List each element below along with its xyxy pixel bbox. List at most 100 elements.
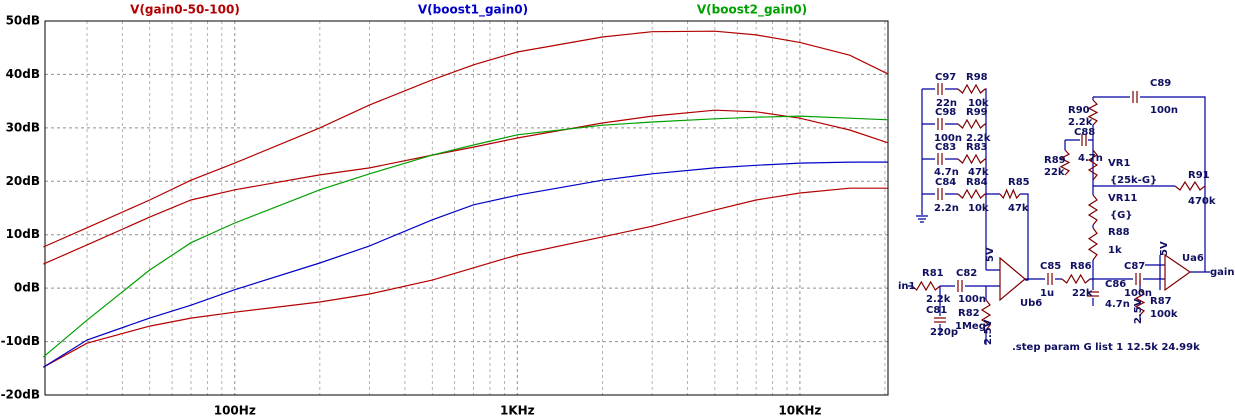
schematic-label: C84 (935, 177, 956, 188)
resistor (980, 299, 992, 331)
schematic-label: 1u (1040, 288, 1054, 299)
y-tick-label: 50dB (6, 14, 40, 28)
schematic-label: 2.5V (983, 319, 994, 345)
resistor (999, 188, 1021, 200)
schematic: C97 R98 22n 10k C98 R99 100n 2.2k C83 R83 4.7n 47k C… (898, 72, 1234, 353)
resistor (957, 83, 986, 95)
schematic-label: R91 (1188, 170, 1210, 181)
schematic-label: 5V (1159, 241, 1170, 256)
ground (916, 215, 928, 223)
resistor (911, 280, 941, 292)
schematic-label: 4.7n (1105, 299, 1130, 310)
schematic-label: VR1 (1108, 158, 1130, 169)
schematic-label: 22k (1044, 167, 1065, 178)
schematic-label: {25k-G} (1110, 175, 1157, 186)
opamp (1164, 253, 1192, 292)
schematic-label: VR11 (1108, 193, 1137, 204)
schematic-label: Ub6 (1020, 298, 1042, 309)
schematic-label: R82 (958, 308, 980, 319)
schematic-label: 100n (1124, 288, 1152, 299)
x-tick-label: 100Hz (214, 404, 256, 418)
x-tick-label: 1KHz (500, 404, 535, 418)
plot: 100Hz 1KHz 10KHz -20dB -10dB 0dB 10dB 20dB 30dB 4… (1, 3, 889, 418)
schematic-label: 4.7n (1078, 153, 1103, 164)
wires (908, 88, 1210, 345)
resistor (957, 188, 986, 200)
schematic-label: C97 (935, 72, 956, 83)
schematic-label: 1k (1108, 245, 1122, 256)
schematic-label: 220p (930, 327, 958, 338)
schematic-label: 2.2k (966, 133, 991, 144)
schematic-label: 1Meg (955, 321, 986, 332)
legend-entry: V(gain0-50-100) (130, 3, 240, 17)
schematic-label: 100k (1150, 309, 1178, 320)
plot-frame (44, 20, 889, 396)
schematic-label: {G} (1110, 210, 1132, 221)
schematic-label: C98 (935, 107, 956, 118)
legend-entry: V(boost1_gain0) (418, 3, 528, 18)
resistor (1174, 180, 1206, 192)
schematic-label: 2.2k (926, 294, 951, 305)
schematic-label: 100n (934, 133, 962, 144)
resistor (1059, 149, 1071, 176)
schematic-label: .step param G list 1 12.5k 24.99k (1012, 342, 1200, 353)
resistor (1087, 194, 1099, 226)
schematic-label: 10k (968, 203, 989, 214)
opamp (999, 256, 1026, 302)
schematic-label: R99 (966, 107, 988, 118)
schematic-label: Ua6 (1182, 253, 1204, 264)
series-line (43, 30, 889, 248)
schematic-label: R90 (1068, 105, 1090, 116)
schematic-label: C81 (926, 305, 947, 316)
legend-entry: V(boost2_gain0) (697, 3, 807, 18)
schematic-label: 470k (1188, 196, 1216, 207)
resistor (1087, 149, 1099, 181)
schematic-label: 2.2n (934, 203, 959, 214)
schematic-label: C87 (1124, 261, 1145, 272)
schematic-label: 100n (958, 294, 986, 305)
schematic-label: 22n (936, 98, 957, 109)
schematic-label: R81 (922, 268, 944, 279)
resistor (1087, 99, 1099, 126)
schematic-label: gain (1210, 267, 1234, 278)
x-tick-label: 10KHz (778, 404, 821, 418)
series-line (42, 161, 888, 368)
schematic-label: 4.7n (934, 167, 959, 178)
schematic-label: R89 (1044, 155, 1066, 166)
y-tick-label: 30dB (6, 120, 40, 134)
y-tick-label: 40dB (6, 67, 40, 81)
schematic-label: in1 (898, 281, 916, 292)
y-tick-label: 20dB (6, 174, 40, 188)
resistor (1087, 227, 1099, 261)
schematic-label: R98 (966, 72, 988, 83)
schematic-label: R87 (1150, 296, 1172, 307)
schematic-label: R85 (1008, 177, 1030, 188)
schematic-label: 2.2k (1068, 117, 1093, 128)
resistor (957, 118, 986, 130)
schematic-label: R83 (966, 142, 988, 153)
y-tick-label: -20dB (1, 388, 40, 402)
y-tick-label: 0dB (14, 281, 40, 295)
schematic-label: R88 (1108, 227, 1130, 238)
resistor (1134, 289, 1146, 316)
schematic-label: C82 (956, 268, 977, 279)
schematic-label: C83 (935, 142, 956, 153)
schematic-label: C86 (1105, 279, 1126, 290)
schematic-label: C85 (1040, 261, 1061, 272)
y-tick-label: 10dB (6, 227, 40, 241)
schematic-label: 100n (1150, 105, 1178, 116)
schematic-label: 5V (985, 247, 996, 262)
schematic-label: R86 (1070, 261, 1092, 272)
schematic-label: 47k (968, 167, 989, 178)
resistor (957, 153, 986, 165)
schematic-label: C88 (1074, 127, 1095, 138)
series-line (42, 115, 889, 358)
y-tick-label: -10dB (1, 334, 40, 348)
series-line (43, 109, 889, 265)
schematic-label: 47k (1008, 203, 1029, 214)
schematic-label: 10k (968, 98, 989, 109)
schematic-label: R84 (966, 177, 988, 188)
schematic-label: C89 (1150, 78, 1171, 89)
